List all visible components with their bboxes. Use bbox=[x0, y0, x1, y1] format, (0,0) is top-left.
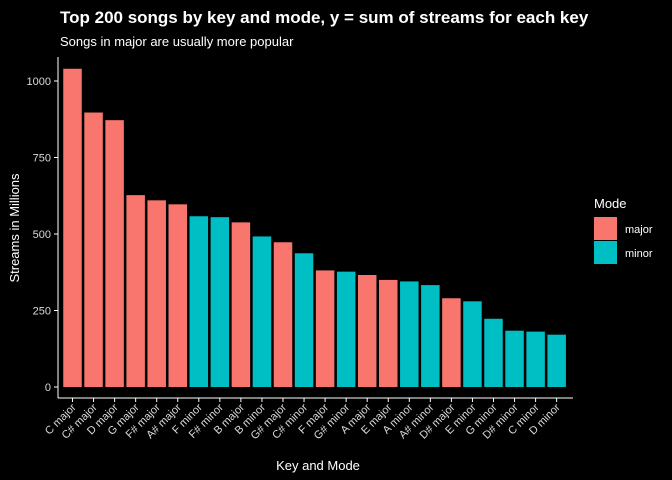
bar-g-minor bbox=[484, 318, 503, 387]
bar-e-minor bbox=[463, 301, 482, 387]
legend-label-minor: minor bbox=[625, 248, 653, 260]
chart-title: Top 200 songs by key and mode, y = sum o… bbox=[60, 8, 589, 27]
bar-a-minor bbox=[400, 281, 419, 387]
y-axis-ticks: 0 250 500 750 1000 bbox=[27, 76, 58, 394]
y-tick-label: 250 bbox=[33, 306, 51, 318]
bar-g-sharp-major bbox=[273, 242, 293, 387]
chart-subtitle: Songs in major are usually more popular bbox=[60, 34, 294, 49]
y-axis-title: Streams in Millions bbox=[7, 173, 22, 283]
legend-swatch-minor bbox=[594, 241, 617, 264]
bar-a-sharp-major bbox=[168, 204, 187, 387]
bar-f-sharp-minor bbox=[210, 217, 230, 387]
bar-c-sharp-minor bbox=[294, 253, 314, 387]
bar-b-minor bbox=[252, 236, 272, 387]
bar-d-major bbox=[105, 120, 124, 388]
legend-swatch-major bbox=[594, 217, 617, 240]
bar-d-sharp-minor bbox=[505, 330, 524, 387]
legend: Mode major minor bbox=[594, 196, 653, 264]
bar-f-major bbox=[315, 270, 335, 387]
bar-a-sharp-minor bbox=[421, 285, 440, 387]
y-tick-label: 500 bbox=[33, 229, 51, 241]
bar-b-major bbox=[231, 222, 251, 387]
bar-c-major bbox=[63, 68, 82, 387]
y-tick-label: 750 bbox=[33, 153, 51, 165]
bar-f-minor bbox=[189, 216, 209, 387]
y-tick-label: 0 bbox=[45, 382, 51, 394]
bar-c-minor bbox=[526, 331, 545, 387]
bar-g-sharp-minor bbox=[336, 271, 356, 387]
legend-label-major: major bbox=[625, 224, 653, 236]
x-axis-title: Key and Mode bbox=[276, 458, 360, 473]
bar-a-major bbox=[357, 275, 377, 387]
bar-d-sharp-major bbox=[442, 298, 461, 387]
bar-f-sharp-major bbox=[147, 200, 166, 387]
bar-c-sharp-major bbox=[84, 112, 103, 388]
bar-d-minor bbox=[547, 334, 566, 387]
bars-group bbox=[63, 68, 566, 388]
y-tick-label: 1000 bbox=[27, 76, 51, 88]
bar-e-major bbox=[379, 279, 398, 387]
legend-title: Mode bbox=[594, 196, 627, 211]
bar-g-major bbox=[126, 195, 145, 387]
